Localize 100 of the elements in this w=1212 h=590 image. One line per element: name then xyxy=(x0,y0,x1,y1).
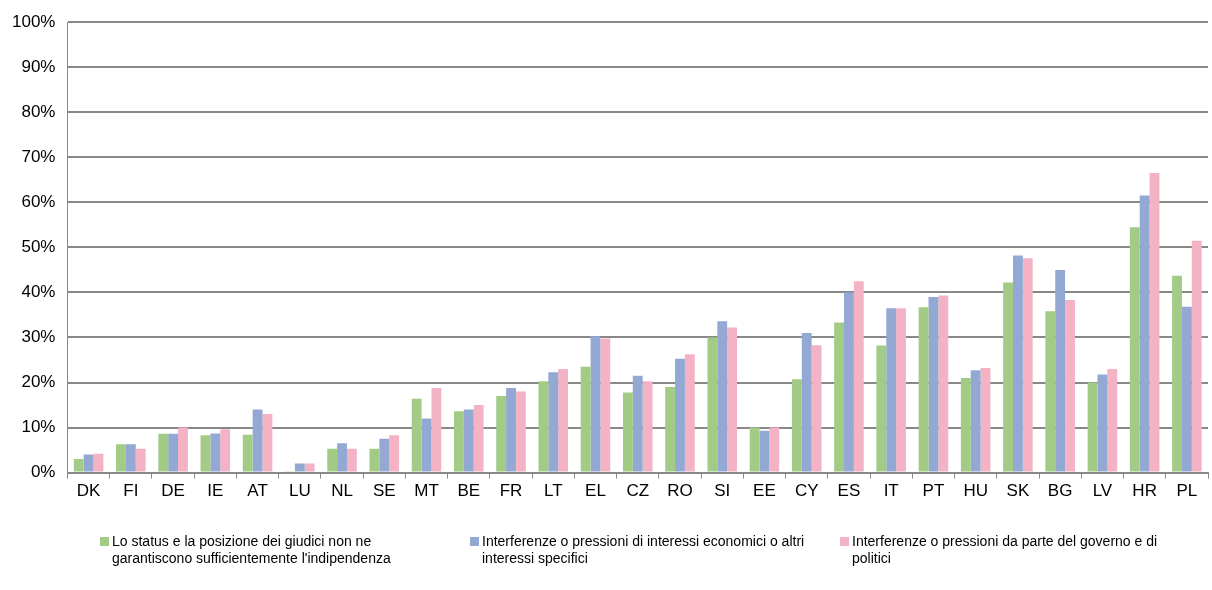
bar xyxy=(886,308,897,472)
bar xyxy=(168,433,179,472)
legend-label: Interferenze o pressioni da parte del governo e di politici xyxy=(852,533,1159,567)
bar xyxy=(327,448,338,472)
x-tick-label: DK xyxy=(76,481,102,501)
bar xyxy=(1045,311,1056,472)
bar xyxy=(242,434,253,472)
bar xyxy=(252,409,263,472)
bar xyxy=(759,430,770,472)
bar xyxy=(918,307,929,472)
bar xyxy=(473,405,484,472)
x-tick-label: IE xyxy=(207,481,224,501)
x-tick-label: LU xyxy=(288,481,311,501)
bar xyxy=(116,444,126,472)
y-tick-label: 80% xyxy=(21,101,56,121)
bar xyxy=(548,372,559,472)
bar xyxy=(1055,269,1066,472)
y-tick-label: 50% xyxy=(21,237,56,257)
bar xyxy=(980,368,991,472)
bar xyxy=(791,379,802,472)
bar xyxy=(346,448,357,472)
bar xyxy=(558,369,569,472)
x-tick-label: LV xyxy=(1092,481,1113,501)
bar xyxy=(600,338,611,472)
bar xyxy=(496,396,507,472)
bar xyxy=(411,398,422,472)
bar xyxy=(665,387,676,472)
bar xyxy=(200,435,211,472)
bar xyxy=(1149,173,1160,472)
bar xyxy=(294,463,305,472)
bar xyxy=(389,435,400,472)
x-tick-label: BE xyxy=(457,481,481,501)
bar xyxy=(844,292,854,472)
bar xyxy=(727,327,738,472)
bar xyxy=(538,381,549,472)
x-tick-label: SE xyxy=(372,481,396,501)
bar xyxy=(1129,227,1140,472)
x-tick-label: AT xyxy=(247,481,268,501)
bar xyxy=(1003,282,1013,472)
bar xyxy=(379,438,390,472)
bar xyxy=(684,354,695,472)
x-tick-label: CZ xyxy=(626,481,650,501)
x-tick-label: FR xyxy=(499,481,523,501)
legend-label: Lo status e la posizione dei giudici non ne garantiscono sufficientemente l'indipendenza xyxy=(112,533,392,567)
y-tick-label: 100% xyxy=(12,11,56,31)
bar xyxy=(1097,374,1108,472)
bar xyxy=(262,414,273,472)
bar xyxy=(83,454,94,472)
y-tick-label: 90% xyxy=(21,56,56,76)
x-tick-label: PL xyxy=(1176,481,1198,501)
bar xyxy=(632,375,643,472)
bar xyxy=(1172,275,1182,472)
bar xyxy=(717,321,728,472)
bar xyxy=(590,336,601,472)
x-tick-label: IT xyxy=(883,481,899,501)
bar xyxy=(938,295,949,472)
bar xyxy=(876,345,887,472)
x-tick-label: ES xyxy=(837,481,861,501)
bar xyxy=(707,337,718,472)
bar xyxy=(928,296,939,472)
y-tick-label: 60% xyxy=(21,192,56,212)
y-tick-label: 20% xyxy=(21,372,56,392)
x-tick-label: EE xyxy=(753,481,776,501)
bar xyxy=(453,411,464,472)
bar xyxy=(463,409,474,472)
bar xyxy=(1012,255,1023,472)
bar xyxy=(337,443,347,472)
x-tick-label: DE xyxy=(161,481,185,501)
bar xyxy=(369,448,380,472)
x-tick-label: PT xyxy=(922,481,945,501)
x-tick-label: NL xyxy=(331,481,353,501)
bar xyxy=(642,381,653,472)
bar xyxy=(178,427,188,472)
x-tick-label: FI xyxy=(123,481,139,501)
bar xyxy=(811,345,822,472)
bar xyxy=(960,378,971,472)
bar xyxy=(1107,369,1118,472)
x-tick-label: LT xyxy=(543,481,563,501)
bar xyxy=(896,308,906,472)
bar xyxy=(210,433,221,472)
bar xyxy=(93,453,104,472)
bar xyxy=(515,391,526,472)
bar xyxy=(421,418,432,472)
x-tick-label: EL xyxy=(585,481,606,501)
x-tick-label: SK xyxy=(1006,481,1030,501)
bar xyxy=(1065,300,1075,472)
bar xyxy=(73,459,84,472)
bar xyxy=(220,429,231,472)
bar xyxy=(1181,306,1192,472)
y-tick-label: 0% xyxy=(30,462,56,482)
x-tick-label: SI xyxy=(714,481,731,501)
y-tick-label: 70% xyxy=(21,147,56,167)
bar xyxy=(749,427,760,472)
x-tick-label: MT xyxy=(414,481,439,501)
x-tick-label: HR xyxy=(1132,481,1157,501)
bar xyxy=(834,322,845,472)
bar xyxy=(580,366,591,472)
y-tick-label: 30% xyxy=(21,327,56,347)
x-tick-label: RO xyxy=(667,481,693,501)
y-tick-label: 10% xyxy=(21,417,56,437)
